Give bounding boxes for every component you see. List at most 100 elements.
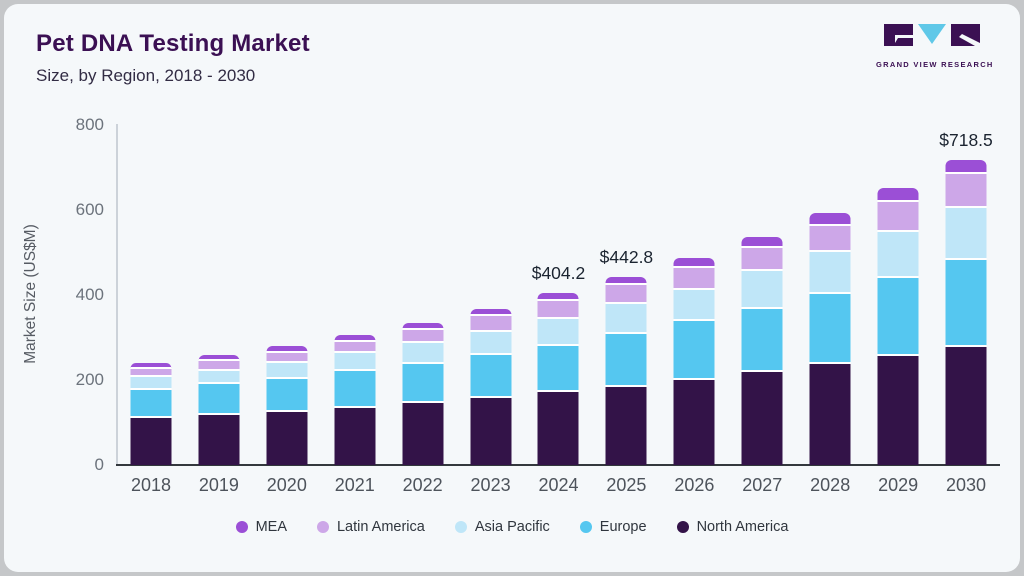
- bar-2021-segment-north-america: [334, 407, 376, 465]
- bar-2027-segment-asia-pacific: [741, 271, 783, 309]
- bar-2026-segment-mea: [673, 258, 715, 269]
- y-tick-800: 800: [75, 115, 104, 134]
- x-tick-2018: 2018: [130, 475, 171, 495]
- x-tick-2023: 2023: [470, 475, 511, 495]
- x-tick-2024: 2024: [538, 475, 579, 495]
- bar-2022-segment-asia-pacific: [402, 343, 444, 364]
- bar-column-2027: [728, 125, 796, 465]
- bar-2028-segment-north-america: [809, 364, 851, 465]
- legend-label-asia-pacific: Asia Pacific: [474, 519, 550, 535]
- legend-item-asia-pacific: Asia Pacific: [454, 519, 550, 535]
- bar-2027-segment-latin-america: [741, 247, 783, 272]
- x-tick-2021: 2021: [334, 475, 375, 495]
- bar-column-2020: [253, 125, 321, 465]
- bar-2019: [198, 354, 240, 465]
- gvr-logo-icon: [884, 24, 980, 46]
- bar-2028-segment-europe: [809, 293, 851, 365]
- bar-2023-segment-north-america: [470, 397, 512, 465]
- bar-2019-segment-mea: [198, 354, 240, 362]
- bar-2024-segment-europe: [537, 345, 579, 393]
- value-label-2025: $442.8: [599, 246, 654, 267]
- bar-2025-segment-asia-pacific: [605, 303, 647, 334]
- page-title: Pet DNA Testing Market: [36, 30, 310, 57]
- chart-card: Pet DNA Testing Market Size, by Region, …: [4, 4, 1020, 572]
- bar-2022-segment-europe: [402, 363, 444, 403]
- bar-2029-segment-asia-pacific: [877, 231, 919, 278]
- bar-2025-segment-europe: [605, 333, 647, 388]
- legend-label-north-america: North America: [696, 519, 789, 535]
- bar-2030-segment-north-america: [945, 347, 987, 465]
- legend-dot-mea: [235, 521, 248, 533]
- bar-column-2022: [389, 125, 457, 465]
- x-tick-2028: 2028: [810, 475, 851, 495]
- gvr-logo: GRAND VIEW RESEARCH: [876, 22, 992, 69]
- y-tick-600: 600: [75, 200, 104, 219]
- legend-dot-latin-america: [316, 521, 329, 533]
- bar-2027-segment-mea: [741, 236, 783, 248]
- bar-column-2021: [321, 125, 389, 465]
- legend-dot-europe: [579, 521, 592, 533]
- legend-label-europe: Europe: [599, 519, 647, 535]
- bar-2030-segment-asia-pacific: [945, 208, 987, 261]
- bar-2022-segment-latin-america: [402, 329, 444, 344]
- legend-dot-asia-pacific: [454, 521, 467, 533]
- bar-2022-segment-mea: [402, 322, 444, 330]
- bar-2020-segment-north-america: [266, 412, 308, 465]
- bar-2019-segment-latin-america: [198, 361, 240, 371]
- bar-2019-segment-europe: [198, 384, 240, 415]
- x-tick-2030: 2030: [946, 475, 987, 495]
- legend-label-latin-america: Latin America: [336, 519, 425, 535]
- legend-dot-north-america: [676, 521, 689, 533]
- bar-2025-segment-north-america: [605, 387, 647, 465]
- bar-2021: [334, 334, 376, 465]
- bar-2030-segment-mea: [945, 159, 987, 174]
- bar-column-2019: [185, 125, 253, 465]
- y-axis-line: [116, 124, 118, 465]
- bar-2018-segment-latin-america: [130, 368, 172, 378]
- bar-2028-segment-mea: [809, 213, 851, 226]
- x-tick-2027: 2027: [742, 475, 783, 495]
- bar-2029-segment-latin-america: [877, 201, 919, 232]
- bar-2022: [402, 322, 444, 465]
- x-tick-2019: 2019: [198, 475, 239, 495]
- bar-2020-segment-asia-pacific: [266, 362, 308, 380]
- x-tick-2026: 2026: [674, 475, 715, 495]
- bar-2028: [809, 213, 851, 465]
- bar-2028-segment-latin-america: [809, 225, 851, 253]
- bar-2024-segment-latin-america: [537, 300, 579, 320]
- legend-label-mea: MEA: [255, 519, 287, 535]
- bar-2030-segment-europe: [945, 260, 987, 348]
- y-tick-400: 400: [75, 285, 104, 304]
- bar-2030: [945, 159, 987, 465]
- x-axis-line: [116, 464, 1000, 466]
- bar-2029-segment-north-america: [877, 356, 919, 465]
- x-tick-2029: 2029: [878, 475, 919, 495]
- y-tick-200: 200: [75, 370, 104, 389]
- x-tick-2020: 2020: [266, 475, 307, 495]
- bar-2025-segment-mea: [605, 276, 647, 285]
- bar-2025-segment-latin-america: [605, 284, 647, 304]
- bar-column-2026: [660, 125, 728, 465]
- bar-2021-segment-asia-pacific: [334, 352, 376, 372]
- bar-2020-segment-europe: [266, 379, 308, 413]
- x-tick-2022: 2022: [402, 475, 443, 495]
- bar-2023-segment-mea: [470, 308, 512, 316]
- bar-2024-segment-north-america: [537, 392, 579, 465]
- bar-2029-segment-mea: [877, 187, 919, 202]
- bar-2020-segment-latin-america: [266, 352, 308, 363]
- legend-item-europe: Europe: [579, 519, 647, 535]
- bar-2026: [673, 258, 715, 465]
- bar-2018-segment-north-america: [130, 417, 172, 465]
- bar-column-2029: [864, 125, 932, 465]
- bar-2023-segment-europe: [470, 355, 512, 398]
- bar-2023: [470, 308, 512, 465]
- bar-2027-segment-north-america: [741, 372, 783, 465]
- bar-2024-segment-asia-pacific: [537, 319, 579, 346]
- bar-2026-segment-north-america: [673, 380, 715, 465]
- bar-2023-segment-asia-pacific: [470, 331, 512, 356]
- legend-item-latin-america: Latin America: [316, 519, 425, 535]
- legend: MEA Latin America Asia Pacific Europe North …: [4, 519, 1020, 535]
- bar-column-2028: [796, 125, 864, 465]
- bar-2021-segment-europe: [334, 371, 376, 408]
